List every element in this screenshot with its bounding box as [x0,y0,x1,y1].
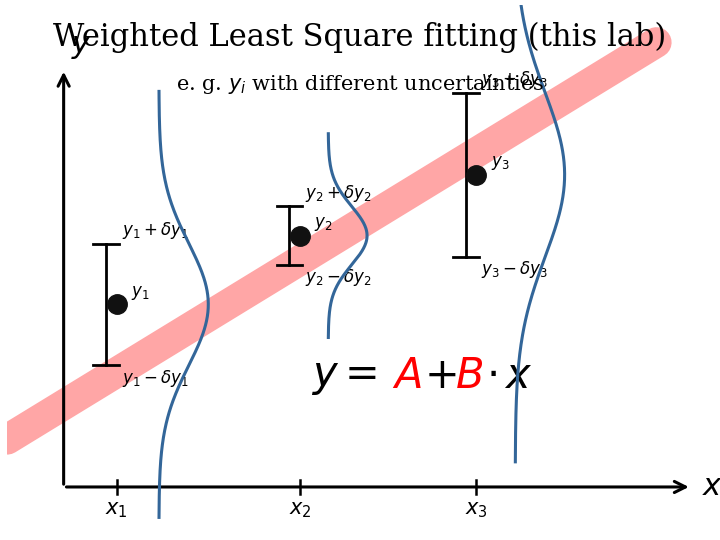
Text: $B$: $B$ [455,355,483,397]
Text: $A$: $A$ [392,355,422,397]
Text: $y_3 + \delta y_3$: $y_3 + \delta y_3$ [482,69,549,90]
Text: $y_1 - \delta y_1$: $y_1 - \delta y_1$ [122,368,189,389]
Text: $+$: $+$ [423,355,456,397]
Text: $x$: $x$ [702,472,720,502]
Text: $x_3$: $x_3$ [465,500,488,520]
Text: $y_3$: $y_3$ [490,154,509,172]
Text: $y$: $y$ [71,32,92,61]
Text: $y_2 + \delta y_2$: $y_2 + \delta y_2$ [305,183,372,204]
Text: $y_1$: $y_1$ [130,284,149,302]
Text: $y = $: $y = $ [310,355,377,397]
Text: $y_2 - \delta y_2$: $y_2 - \delta y_2$ [305,267,372,288]
Text: Weighted Least Square fitting (this lab): Weighted Least Square fitting (this lab) [53,22,667,53]
Text: $y_2$: $y_2$ [314,215,333,233]
Text: $y_3 - \delta y_3$: $y_3 - \delta y_3$ [482,259,549,280]
Text: e. g. $y_i$ with different uncertainties: e. g. $y_i$ with different uncertainties [176,73,544,96]
Text: $\cdot\, x$: $\cdot\, x$ [485,355,533,397]
Text: $y_1 + \delta y_1$: $y_1 + \delta y_1$ [122,220,189,241]
Text: $x_2$: $x_2$ [289,500,312,520]
Text: $x_1$: $x_1$ [105,500,128,520]
